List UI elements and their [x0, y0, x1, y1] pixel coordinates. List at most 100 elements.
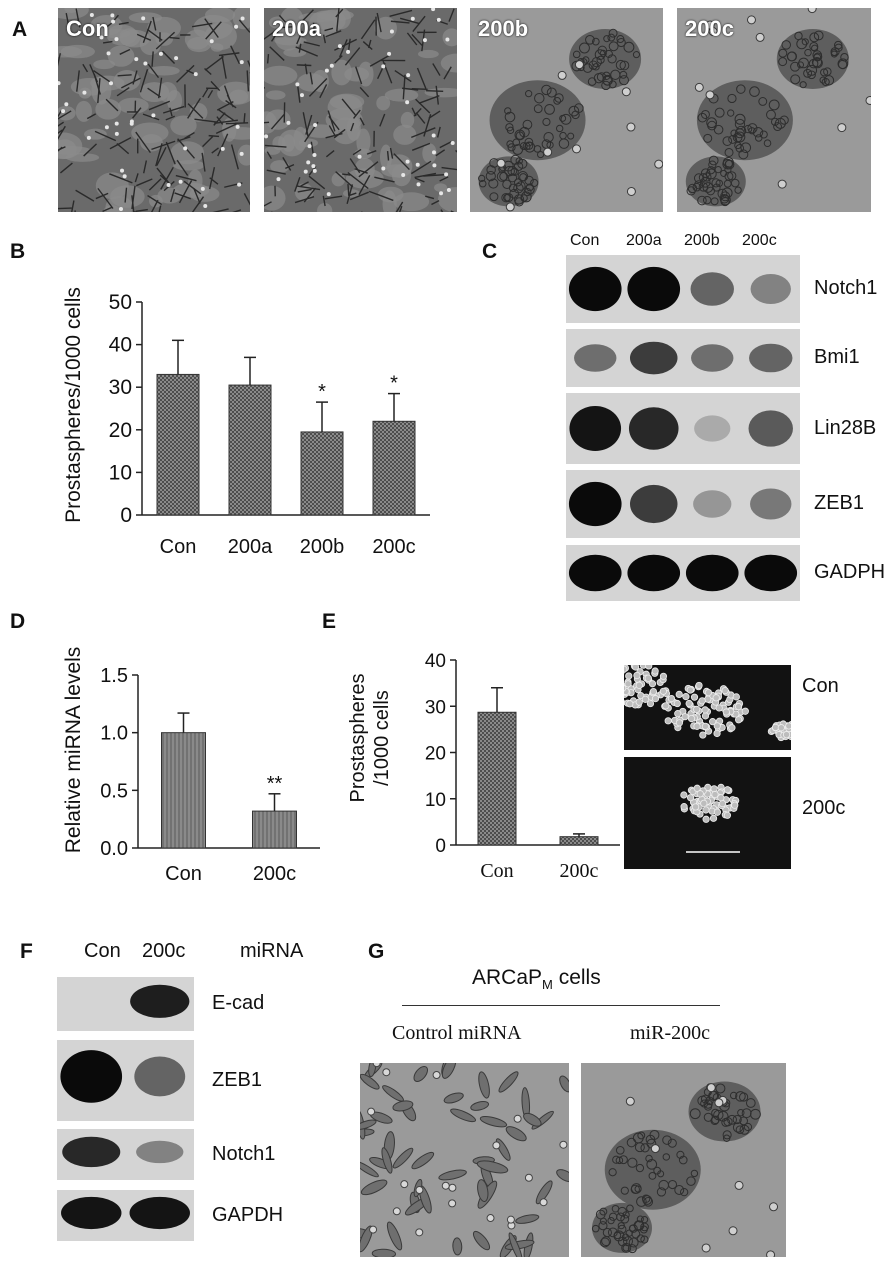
y-tick-label: 0.0 [100, 838, 128, 860]
panel-g-divider [402, 1005, 720, 1006]
micrograph-label: Con [66, 16, 109, 41]
blot-strip-zeb1 [566, 470, 800, 538]
y-tick-label: 20 [425, 744, 446, 765]
blot-row-label: ZEB1 [212, 1068, 263, 1091]
blot-strip-notch1 [566, 255, 800, 323]
blot-row-label: GAPDH [212, 1203, 284, 1226]
sphere-label-200c: 200c [802, 797, 846, 819]
x-tick-label: 200a [228, 536, 273, 558]
blot-band [130, 984, 190, 1018]
blot-band [568, 554, 622, 592]
sphere-label-con: Con [802, 675, 839, 697]
panel-label-b: B [10, 240, 26, 263]
bar-con [156, 373, 200, 516]
blot-band [568, 481, 622, 527]
y-tick-label: 40 [425, 651, 446, 672]
x-tick-label: Con [165, 863, 202, 885]
blot-f-lane-2: 200c [142, 940, 186, 962]
blot-band [749, 343, 793, 373]
panel-g-title-tail: cells [552, 966, 601, 989]
blot-band [694, 415, 731, 442]
blot-band [750, 488, 792, 520]
panel-label-e: E [322, 610, 337, 633]
panel-label-g: G [368, 940, 385, 963]
bar-chart-b: 0 10 20 30 40 50 Con 200a * 200b * 200c Prostasphere… [62, 287, 430, 558]
bar-chart-d: 0.0 0.5 1.0 1.5 Con ** 200c Relative miRNA leve… [62, 647, 320, 885]
blot-band [129, 1196, 190, 1230]
x-tick-label: 200c [560, 860, 599, 882]
panel-label-a: A [12, 18, 28, 41]
y-tick-label: 50 [109, 291, 132, 314]
x-tick-label: Con [160, 536, 197, 558]
blot-band [690, 272, 734, 306]
blot-band [61, 1196, 122, 1230]
x-tick-label: 200b [300, 536, 345, 558]
bar-200c [372, 420, 416, 516]
blot-c-lane-3: 200b [684, 232, 720, 249]
y-tick-label: 30 [109, 376, 132, 399]
blot-f-lane-header: miRNA [240, 940, 304, 962]
y-tick-label: 0 [120, 504, 132, 527]
sphere-image-200c [624, 757, 791, 869]
blot-c-lane-1: Con [570, 232, 600, 249]
blot-band [685, 554, 739, 592]
bar-200b [300, 431, 344, 516]
blot-row-label: Notch1 [212, 1142, 276, 1165]
y-tick-label: 40 [109, 334, 132, 357]
micrograph-label: 200a [272, 16, 321, 41]
micrograph-label: 200c [685, 16, 734, 41]
micrograph-con: Con [58, 8, 250, 212]
blot-strip-zeb1 [57, 1040, 194, 1121]
blot-row-label: Bmi1 [814, 346, 860, 368]
bar-200a [228, 384, 272, 516]
blot-strip-notch1 [57, 1129, 194, 1180]
panel-g-label-control: Control miRNA [392, 1022, 522, 1044]
blot-c-lane-2: 200a [626, 232, 662, 249]
y-tick-label: 10 [425, 790, 446, 811]
y-tick-label: 1.5 [100, 665, 128, 687]
blot-band [691, 344, 734, 372]
micrograph-200c: 200c [677, 8, 871, 212]
bar-200c [252, 810, 297, 849]
blot-row-label: ZEB1 [814, 492, 865, 514]
panel-g-title: ARCaPM cells [472, 966, 601, 992]
blot-strip-bmi1 [566, 329, 800, 387]
sphere-image-con [624, 665, 791, 750]
bar-con [161, 732, 206, 849]
y-axis-label-line: Prostaspheres [347, 674, 369, 803]
panel-g-title-main: ARCaP [472, 966, 543, 989]
blot-band [627, 554, 681, 592]
y-axis-label-line: /1000 cells [371, 690, 393, 786]
significance-mark: * [318, 381, 326, 403]
blot-row-label: Notch1 [814, 277, 878, 299]
bar-con [477, 711, 517, 846]
blot-c-lane-4: 200c [742, 232, 777, 249]
blot-band [136, 1140, 184, 1164]
micrograph-200a: 200a [264, 8, 457, 212]
y-axis: 0.0 0.5 1.0 1.5 [100, 665, 139, 860]
blot-band [744, 554, 798, 592]
bar-chart-e: 0 10 20 30 40 Con 200c Prostaspheres/1000 cells [347, 651, 620, 882]
blot-band [569, 406, 622, 451]
micrograph-control-mirna [360, 1063, 569, 1257]
blot-band [693, 490, 732, 518]
y-axis: 0 10 20 30 40 [425, 651, 457, 857]
blot-f-lane-1: Con [84, 940, 121, 962]
blot-strip-lin28b [566, 393, 800, 464]
y-axis-label: Relative miRNA levels [62, 647, 85, 854]
blot-band [748, 410, 793, 447]
panel-label-f: F [20, 940, 33, 963]
panel-label-d: D [10, 610, 26, 633]
panel-label-c: C [482, 240, 498, 263]
micrograph-label: 200b [478, 16, 529, 41]
y-tick-label: 20 [109, 419, 132, 442]
blot-row-label: GADPH [814, 561, 885, 583]
y-tick-label: 30 [425, 697, 446, 718]
blot-band [134, 1056, 186, 1097]
blot-band [60, 1050, 123, 1103]
y-tick-label: 10 [109, 461, 132, 484]
blot-strip-gadph [566, 545, 800, 601]
significance-mark: ** [267, 773, 283, 795]
blot-band [568, 266, 622, 312]
y-axis-label: Prostaspheres/1000 cells [62, 287, 85, 523]
